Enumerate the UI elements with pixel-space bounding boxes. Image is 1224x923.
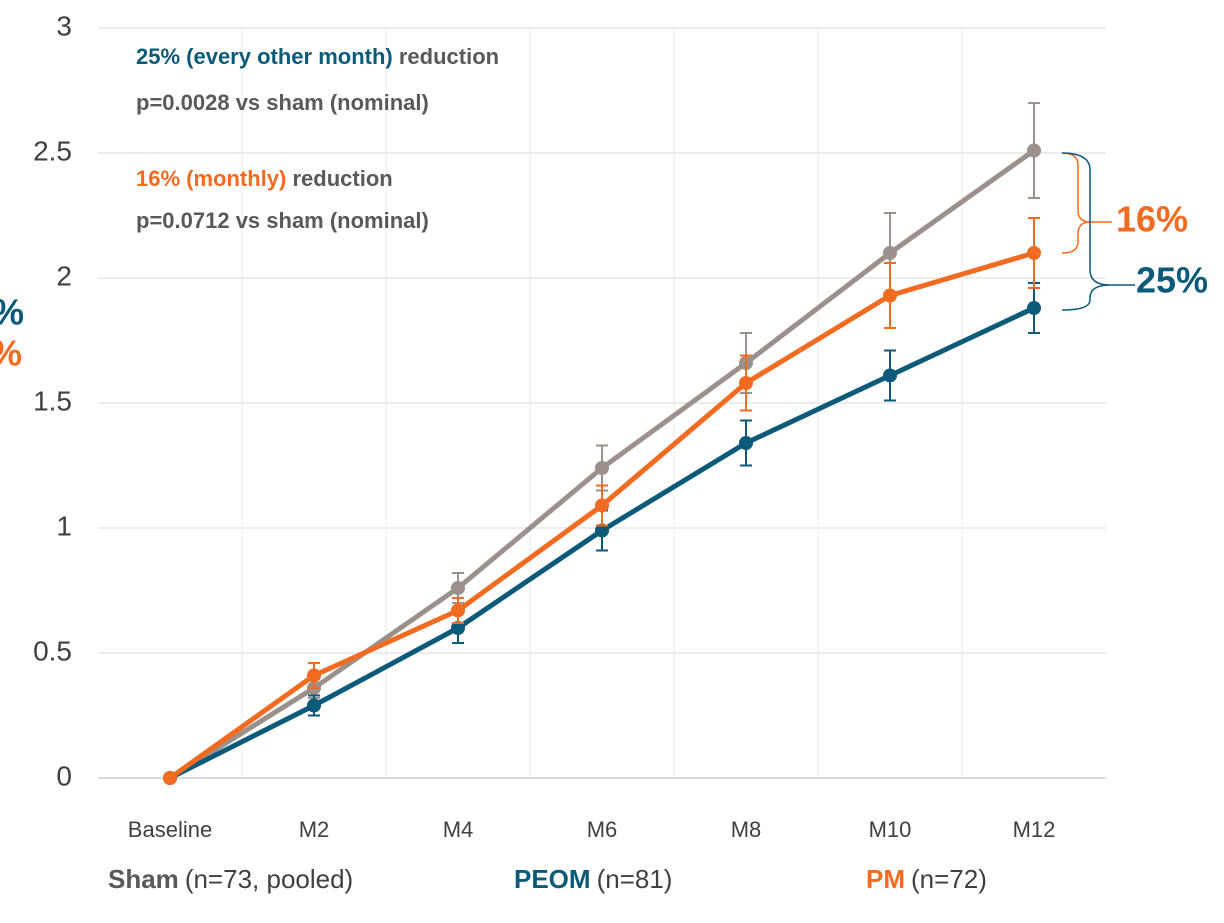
y-tick-label: 0.5 <box>33 635 72 666</box>
x-tick-label: M2 <box>299 817 330 842</box>
x-tick-label: M4 <box>443 817 474 842</box>
data-point <box>451 621 465 635</box>
data-point <box>1027 143 1041 158</box>
legend-entry: PM (n=72) <box>866 864 987 894</box>
data-point <box>739 436 753 450</box>
legend-entry: Sham (n=73, pooled) <box>108 864 353 894</box>
x-tick-label: M12 <box>1013 817 1056 842</box>
legend-name: PEOM <box>514 864 591 894</box>
data-point <box>451 603 465 618</box>
annotation-part: reduction <box>393 44 499 69</box>
y-tick-label: 3 <box>56 10 72 41</box>
bracket-label: 25% <box>1136 260 1208 301</box>
annotation-part: 25% (every other month) <box>136 44 393 69</box>
annotation: % <box>0 333 22 374</box>
data-point <box>307 698 321 713</box>
y-tick-label: 2 <box>56 260 72 291</box>
annotation: 25% (every other month) reduction <box>136 44 499 69</box>
data-point <box>1027 246 1041 260</box>
data-point <box>595 461 609 475</box>
legend-name: Sham <box>108 864 179 894</box>
data-point <box>883 246 897 260</box>
y-tick-label: 2.5 <box>33 135 72 166</box>
annotation: p=0.0028 vs sham (nominal) <box>136 90 429 115</box>
data-point <box>1027 301 1041 315</box>
y-tick-label: 1.5 <box>33 385 72 416</box>
bracket <box>1061 152 1091 254</box>
data-point <box>883 288 897 303</box>
annotation-part: reduction <box>286 166 392 191</box>
legend-entry: PEOM (n=81) <box>514 864 672 894</box>
x-tick-label: M6 <box>587 817 618 842</box>
y-tick-label: 1 <box>56 510 72 541</box>
data-point <box>739 376 753 390</box>
annotation: p=0.0712 vs sham (nominal) <box>136 208 429 233</box>
y-tick-label: 0 <box>56 760 72 791</box>
data-point <box>451 581 465 595</box>
x-tick-label: M8 <box>731 817 762 842</box>
legend-note: (n=72) <box>911 864 987 894</box>
bracket-label: 16% <box>1116 199 1188 240</box>
data-point <box>883 368 897 383</box>
data-point <box>595 498 609 513</box>
annotation: % <box>0 292 24 333</box>
legend-name: PM <box>866 864 905 894</box>
annotation: 16% (monthly) reduction <box>136 166 393 191</box>
data-point <box>307 668 321 683</box>
data-point <box>595 523 609 538</box>
bracket <box>1061 152 1111 311</box>
annotation-part: 16% (monthly) <box>136 166 286 191</box>
x-tick-label: Baseline <box>128 817 212 842</box>
x-tick-label: M10 <box>869 817 912 842</box>
legend-note: (n=73, pooled) <box>185 864 353 894</box>
legend-note: (n=81) <box>597 864 673 894</box>
data-point <box>163 771 177 785</box>
